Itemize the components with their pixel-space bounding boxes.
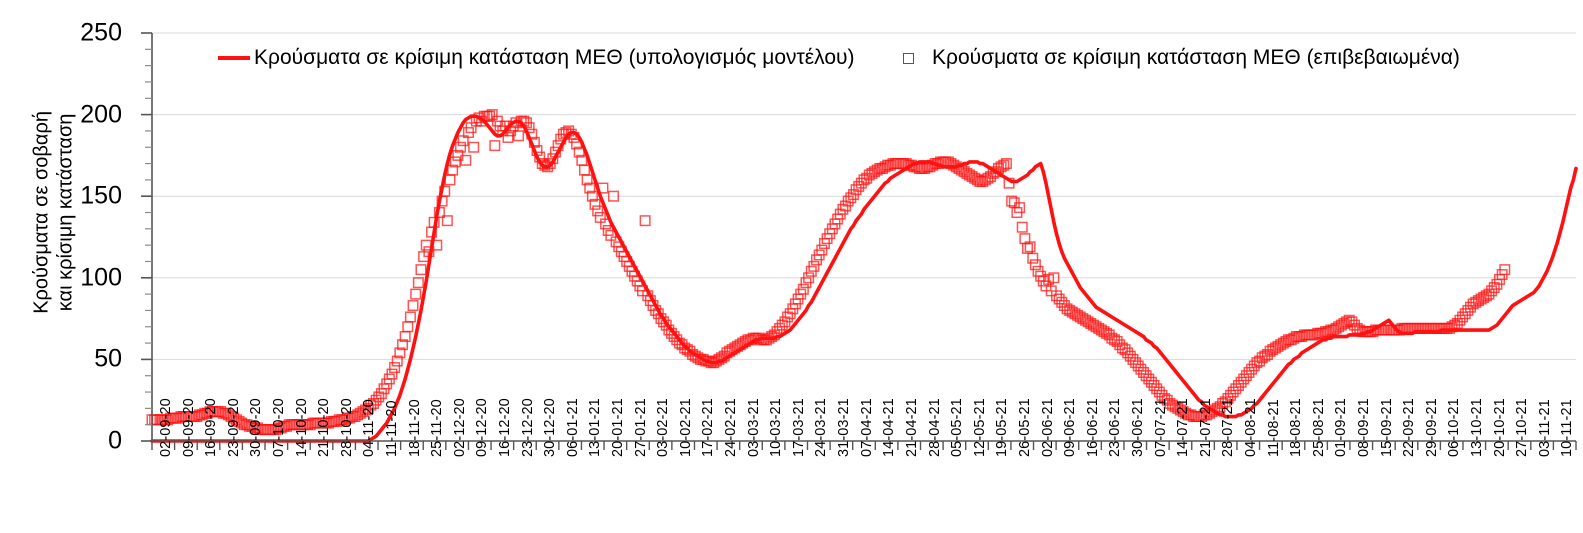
x-tick-label: 09-09-20 [180, 398, 197, 457]
x-tick-label: 18-08-21 [1288, 398, 1305, 457]
x-tick-label: 30-09-20 [248, 398, 265, 457]
x-tick-label: 27-01-21 [632, 398, 649, 457]
x-tick-label: 17-02-21 [700, 398, 717, 457]
model-line [150, 114, 1578, 443]
x-tick-label: 14-10-20 [293, 398, 310, 457]
x-tick-label: 03-02-21 [655, 398, 672, 457]
x-tick-label: 13-01-21 [587, 398, 604, 457]
x-tick-label: 28-10-20 [338, 398, 355, 457]
x-tick-label: 05-05-21 [949, 398, 966, 457]
legend-entry-model: Κρούσματα σε κρίσιμη κατάσταση ΜΕΘ (υπολ… [218, 46, 855, 70]
x-tick-label: 20-10-21 [1491, 398, 1508, 457]
x-tick-label: 16-12-20 [497, 398, 514, 457]
x-tick-label: 16-09-20 [203, 398, 220, 457]
y-axis-tick-labels: 0 50 100 150 200 250 [52, 0, 122, 533]
x-tick-label: 27-10-21 [1514, 398, 1531, 457]
x-tick-label: 30-06-21 [1129, 398, 1146, 457]
x-tick-label: 03-03-21 [745, 398, 762, 457]
y-tick-label: 50 [94, 344, 122, 373]
x-tick-label: 12-05-21 [971, 398, 988, 457]
x-tick-label: 16-06-21 [1084, 398, 1101, 457]
x-tick-label: 28-04-21 [926, 398, 943, 457]
y-tick-label: 100 [80, 263, 122, 292]
x-tick-label: 04-11-20 [361, 399, 378, 457]
legend-label-model: Κρούσματα σε κρίσιμη κατάσταση ΜΕΘ (υπολ… [254, 46, 855, 69]
legend-entry-confirmed: Κρούσματα σε κρίσιμη κατάσταση ΜΕΘ (επιβ… [903, 46, 1460, 70]
x-tick-label: 26-05-21 [1016, 398, 1033, 457]
x-tick-label: 02-06-21 [1039, 398, 1056, 457]
x-tick-label: 22-09-21 [1401, 398, 1418, 457]
x-tick-label: 20-01-21 [610, 398, 627, 457]
x-tick-label: 10-02-21 [677, 398, 694, 457]
x-tick-label: 02-09-20 [158, 398, 174, 457]
square-marker-icon [903, 52, 914, 64]
x-tick-label: 11-08-21 [1265, 399, 1282, 457]
x-tick-label: 11-11-20 [384, 400, 401, 457]
x-tick-label: 06-01-21 [564, 398, 581, 457]
x-tick-label: 07-04-21 [858, 398, 875, 457]
x-tick-label: 09-06-21 [1062, 398, 1079, 457]
x-tick-label: 03-11-21 [1536, 399, 1553, 457]
y-tick-label: 0 [108, 426, 122, 455]
x-tick-label: 07-07-21 [1152, 398, 1169, 457]
x-tick-label: 04-08-21 [1242, 398, 1259, 457]
line-swatch-icon [218, 56, 250, 60]
x-tick-label: 10-11-21 [1559, 399, 1576, 457]
legend-label-confirmed: Κρούσματα σε κρίσιμη κατάσταση ΜΕΘ (επιβ… [932, 46, 1460, 69]
x-tick-label: 07-10-20 [271, 398, 288, 457]
x-tick-label: 01-09-21 [1333, 398, 1350, 457]
x-tick-label: 23-12-20 [519, 398, 536, 457]
x-tick-label: 21-07-21 [1197, 398, 1214, 457]
x-tick-label: 09-12-20 [474, 398, 491, 457]
x-tick-label: 21-04-21 [903, 398, 920, 457]
x-tick-label: 06-10-21 [1446, 398, 1463, 457]
x-tick-label: 14-07-21 [1175, 398, 1192, 457]
x-tick-label: 02-12-20 [451, 398, 468, 457]
x-tick-label: 13-10-21 [1468, 398, 1485, 457]
y-tick-label: 250 [80, 18, 122, 47]
y-tick-label: 150 [80, 181, 122, 210]
x-tick-label: 29-09-21 [1423, 398, 1440, 457]
x-tick-label: 18-11-20 [406, 399, 423, 457]
x-tick-label: 24-02-21 [723, 398, 740, 457]
x-tick-label: 23-06-21 [1107, 398, 1124, 457]
x-tick-label: 17-03-21 [790, 398, 807, 457]
x-tick-label: 21-10-20 [316, 398, 333, 457]
x-tick-label: 30-12-20 [542, 398, 559, 457]
x-tick-label: 14-04-21 [881, 398, 898, 457]
x-tick-label: 31-03-21 [836, 398, 853, 457]
x-tick-label: 25-08-21 [1310, 398, 1327, 457]
x-tick-label: 24-03-21 [813, 398, 830, 457]
x-tick-label: 23-09-20 [225, 398, 242, 457]
x-tick-label: 15-09-21 [1378, 398, 1395, 457]
x-tick-label: 28-07-21 [1220, 398, 1237, 457]
x-tick-label: 25-11-20 [429, 399, 446, 457]
x-tick-label: 10-03-21 [768, 398, 785, 457]
x-tick-label: 08-09-21 [1355, 398, 1372, 457]
y-tick-label: 200 [80, 100, 122, 129]
x-tick-label: 19-05-21 [994, 398, 1011, 457]
